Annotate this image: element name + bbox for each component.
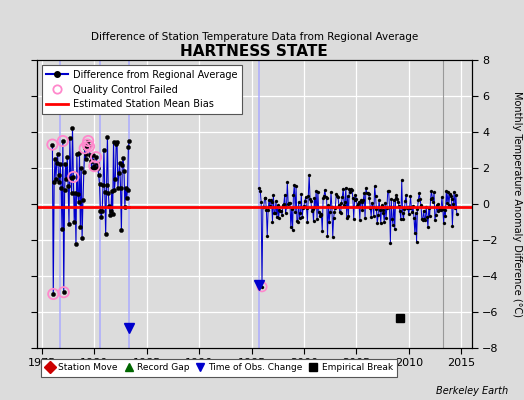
Text: Berkeley Earth: Berkeley Earth xyxy=(436,386,508,396)
Point xyxy=(258,284,266,290)
Point xyxy=(48,141,57,148)
Point xyxy=(85,143,93,150)
Point xyxy=(90,163,99,170)
Point xyxy=(49,291,58,297)
Point xyxy=(69,174,78,180)
Y-axis label: Monthly Temperature Anomaly Difference (°C): Monthly Temperature Anomaly Difference (… xyxy=(512,91,522,317)
Point xyxy=(83,141,92,148)
Legend: Station Move, Record Gap, Time of Obs. Change, Empirical Break: Station Move, Record Gap, Time of Obs. C… xyxy=(41,358,397,377)
Point xyxy=(92,154,100,160)
Point xyxy=(59,138,67,144)
Point xyxy=(84,138,92,144)
Point xyxy=(60,289,68,295)
Point xyxy=(81,145,89,151)
Text: Difference of Station Temperature Data from Regional Average: Difference of Station Temperature Data f… xyxy=(91,32,418,42)
Title: HARTNESS STATE: HARTNESS STATE xyxy=(180,44,328,59)
